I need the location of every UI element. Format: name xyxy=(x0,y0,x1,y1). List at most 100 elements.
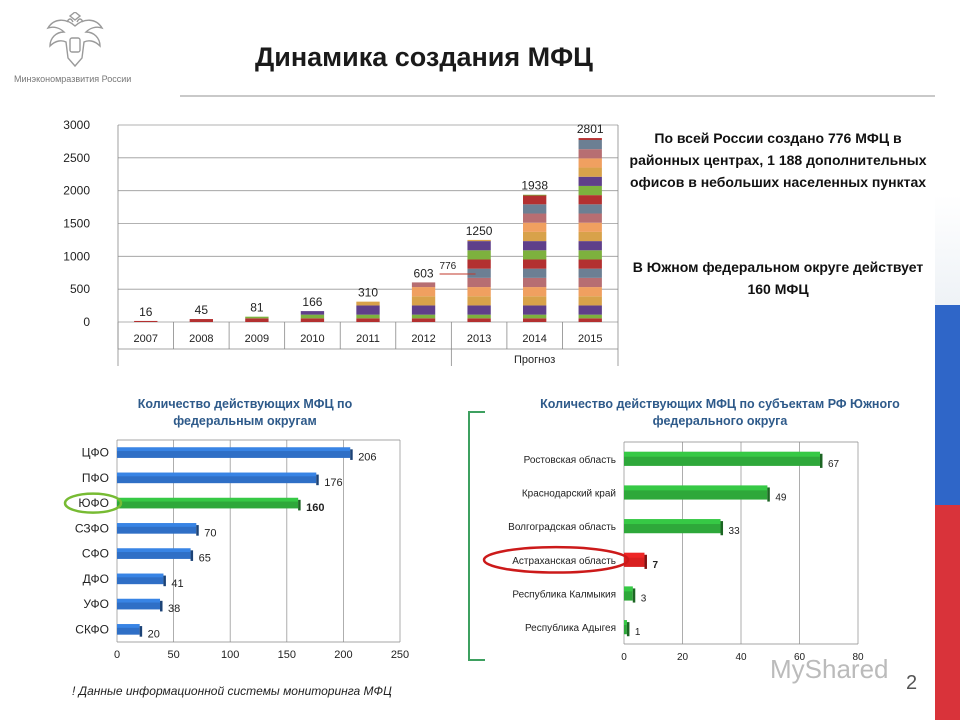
bar-highlight xyxy=(117,472,317,477)
bar-segment xyxy=(523,204,547,214)
bar-shadow xyxy=(720,521,724,536)
ministry-name: Минэкономразвития России xyxy=(14,74,132,84)
district-chart-highlight xyxy=(63,492,123,514)
bar-segment xyxy=(300,318,325,322)
bar-segment xyxy=(578,222,602,232)
value-label: 41 xyxy=(171,578,183,590)
bar-segment xyxy=(578,277,602,288)
bar-segment xyxy=(356,305,380,315)
bar-value-label: 310 xyxy=(358,286,378,300)
bar-shadow xyxy=(190,550,194,561)
value-label: 160 xyxy=(306,502,324,514)
bar-segment xyxy=(523,318,547,322)
value-label: 206 xyxy=(358,452,376,464)
x-tick-label: 20 xyxy=(677,652,689,663)
bar-segment xyxy=(578,231,602,242)
main-chart-data-labels: 16 45 81 166 310 603 1250 1938 2801 xyxy=(139,122,604,319)
x-tick-label: 250 xyxy=(391,649,409,661)
bar-segment xyxy=(300,311,325,315)
value-label: 49 xyxy=(775,493,787,504)
bar-segment xyxy=(578,204,602,214)
bar-segment xyxy=(300,314,325,319)
bar-segment xyxy=(578,139,602,150)
bar-value-label: 45 xyxy=(195,303,209,317)
bar-segment xyxy=(523,314,547,319)
category-label: ДФО xyxy=(83,572,109,586)
y-tick-label: 2500 xyxy=(63,151,90,165)
bar-highlight xyxy=(117,598,161,603)
bar-segment xyxy=(467,250,491,260)
bar-segment xyxy=(523,241,547,251)
bracket-connector xyxy=(468,411,485,661)
bar-highlight xyxy=(117,497,299,502)
bar-segment xyxy=(356,314,380,319)
bar-segment xyxy=(356,318,380,322)
value-label: 7 xyxy=(652,560,658,571)
bar-shadow xyxy=(139,626,143,637)
category-label: УФО xyxy=(83,597,109,611)
page-title: Динамика создания МФЦ xyxy=(255,42,593,72)
bar-segment xyxy=(578,185,602,196)
bar-segment xyxy=(411,305,436,315)
bar-value-label: 603 xyxy=(414,266,434,280)
bar xyxy=(117,447,351,458)
bar-segment xyxy=(411,314,436,319)
bar-segment xyxy=(467,296,491,306)
x-tick-label: 100 xyxy=(221,649,239,661)
bar-shadow xyxy=(819,453,823,468)
bar-segment xyxy=(467,268,491,278)
bar-segment xyxy=(411,282,436,288)
category-label: СФО xyxy=(82,547,109,561)
value-label: 20 xyxy=(148,628,160,640)
value-label: 38 xyxy=(168,603,180,615)
bar-segment xyxy=(578,176,602,186)
value-label: 67 xyxy=(828,459,840,470)
bar xyxy=(624,620,627,635)
subjects-chart-bars xyxy=(624,451,823,637)
value-label: 65 xyxy=(199,553,211,565)
bar-value-label: 81 xyxy=(250,301,264,315)
bar-segment xyxy=(578,195,602,205)
x-tick-label: 0 xyxy=(621,652,627,663)
value-label: 3 xyxy=(641,594,647,605)
bar-segment xyxy=(467,259,491,269)
bar-segment xyxy=(578,259,602,269)
category-label: ЮФО xyxy=(78,496,109,510)
bar xyxy=(624,586,633,601)
bar-highlight xyxy=(624,485,768,491)
bar-segment xyxy=(467,277,491,288)
watermark: MyShared xyxy=(770,654,889,684)
x-tick-label: 2012 xyxy=(411,333,435,345)
x-tick-label: 2013 xyxy=(467,333,491,345)
bar-shadow xyxy=(160,600,163,612)
y-tick-label: 500 xyxy=(70,282,90,296)
subjects-chart-gridlines xyxy=(623,441,859,645)
bar-highlight xyxy=(624,519,721,525)
bar-highlight xyxy=(117,624,140,628)
main-chart-annotation: 776 xyxy=(439,261,476,275)
bar-segment xyxy=(523,259,547,269)
bar-segment xyxy=(467,305,491,315)
bar-highlight xyxy=(117,523,197,527)
category-label: Краснодарский край xyxy=(522,489,616,500)
bar-segment xyxy=(467,318,491,322)
bar-highlight xyxy=(624,451,820,457)
category-label: Республика Адыгея xyxy=(525,622,616,634)
bar-value-label: 2801 xyxy=(577,122,604,136)
x-tick-label: 2011 xyxy=(356,333,380,345)
bar-segment xyxy=(523,222,547,232)
bar xyxy=(117,472,317,484)
x-tick-label: 60 xyxy=(794,652,806,663)
highlight-ellipse xyxy=(63,492,123,514)
x-tick-label: 0 xyxy=(114,649,120,661)
bar-value-label: 16 xyxy=(139,305,153,319)
bar-segment xyxy=(411,318,436,322)
bar-segment xyxy=(578,287,602,297)
mfc-dynamics-chart: 0 500 1000 1500 2000 2500 3000 16 45 81 166 310 603… xyxy=(63,118,619,366)
x-tick-label: 80 xyxy=(852,652,864,663)
bar-segment xyxy=(578,138,602,140)
bar-value-label: 1938 xyxy=(521,179,548,193)
bar-shadow xyxy=(767,487,770,502)
bar-segment xyxy=(578,213,602,223)
bar-highlight xyxy=(117,447,351,452)
